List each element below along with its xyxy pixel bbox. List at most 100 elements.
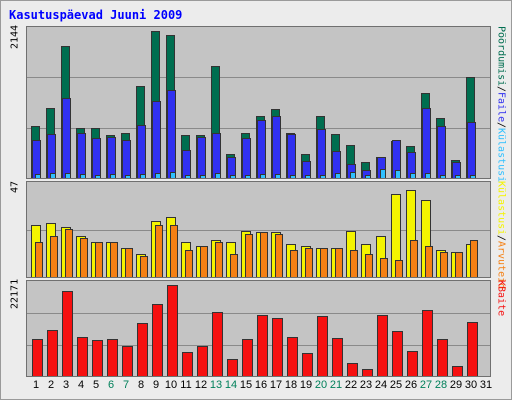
legend-part: Pöördumisi xyxy=(495,26,507,87)
bar-pages-day-16 xyxy=(257,120,266,178)
bar-files-day-22 xyxy=(350,172,356,178)
bar-files-day-16 xyxy=(260,174,266,178)
bar-pages-day-4 xyxy=(77,133,86,178)
bar-files-day-17 xyxy=(275,174,281,178)
bar-kbytes-day-11 xyxy=(182,352,193,376)
bar-pages-day-3 xyxy=(62,98,71,178)
bar-kbytes-day-9 xyxy=(152,304,163,376)
bar-kbytes-day-3 xyxy=(62,291,73,376)
bar-bytes_week_b-day-24 xyxy=(380,258,388,277)
bar-files-day-21 xyxy=(335,173,341,178)
day-label: 3 xyxy=(62,379,70,391)
bar-bytes_week_b-day-23 xyxy=(365,254,373,277)
bar-bytes_week_b-day-17 xyxy=(275,234,283,277)
bar-kbytes-day-17 xyxy=(272,318,283,376)
bar-pages-day-8 xyxy=(137,125,146,178)
day-label: 22 xyxy=(344,379,358,391)
day-label: 18 xyxy=(284,379,298,391)
bar-pages-day-9 xyxy=(152,101,161,178)
legend-part: KBaite xyxy=(495,280,507,317)
bar-visits-day-22 xyxy=(346,145,355,178)
gridline xyxy=(27,77,490,78)
bar-pages-day-17 xyxy=(272,116,281,178)
bar-bytes_week_b-day-28 xyxy=(440,252,448,277)
bar-pages-day-10 xyxy=(167,90,176,178)
bar-files-day-8 xyxy=(140,174,146,178)
bar-pages-day-2 xyxy=(47,134,56,178)
bar-files-day-11 xyxy=(185,175,191,178)
day-label: 24 xyxy=(374,379,388,391)
bar-visits-day-13 xyxy=(211,66,220,178)
bar-files-day-26 xyxy=(410,173,416,178)
bar-pages-day-27 xyxy=(422,108,431,178)
bar-bytes_week_b-day-18 xyxy=(290,250,298,277)
bar-files-day-2 xyxy=(50,173,56,178)
bar-files-day-24 xyxy=(380,169,386,178)
day-label: 12 xyxy=(194,379,208,391)
bar-files-day-6 xyxy=(110,174,116,178)
day-label: 25 xyxy=(389,379,403,391)
bar-files-day-12 xyxy=(200,175,206,178)
bar-bytes_week_b-day-2 xyxy=(50,236,58,277)
bar-kbytes-day-12 xyxy=(197,346,208,376)
bar-pages-day-20 xyxy=(317,129,326,178)
bar-bytes_week_b-day-1 xyxy=(35,242,43,277)
bar-pages-day-19 xyxy=(302,161,311,178)
bar-bytes_week_b-day-19 xyxy=(305,248,313,277)
day-label: 20 xyxy=(314,379,328,391)
bottom-panel-ymax-label: 22171 xyxy=(9,279,21,310)
bar-files-day-30 xyxy=(470,175,476,178)
bar-kbytes-day-24 xyxy=(377,315,388,376)
day-axis: 1 2 3 4 5 6 7 8 9 10 11 12 13 14 15 16 17 18 19 20 21 22 23 24 2… xyxy=(26,379,493,395)
bar-files-day-4 xyxy=(80,174,86,178)
bar-bytes_week_b-day-13 xyxy=(215,242,223,277)
bar-kbytes-day-10 xyxy=(167,285,178,376)
bar-hits-day-25 xyxy=(391,194,401,277)
bar-bytes_week_b-day-15 xyxy=(245,234,253,277)
bar-kbytes-day-21 xyxy=(332,338,343,376)
day-label: 14 xyxy=(224,379,238,391)
day-label: 8 xyxy=(137,379,145,391)
bar-kbytes-day-19 xyxy=(302,353,313,376)
chart-title: Kasutuspäevad Juuni 2009 xyxy=(9,8,183,22)
bar-bytes_week_b-day-26 xyxy=(410,240,418,277)
bar-files-day-5 xyxy=(95,175,101,178)
bar-kbytes-day-2 xyxy=(47,330,58,376)
bar-pages-day-15 xyxy=(242,138,251,178)
bar-pages-day-7 xyxy=(122,140,131,178)
bar-bytes_week_b-day-30 xyxy=(470,240,478,277)
bar-bytes_week_b-day-20 xyxy=(320,248,328,277)
bar-pages-day-21 xyxy=(332,151,341,178)
bar-files-day-9 xyxy=(155,173,161,178)
bar-bytes_week_b-day-27 xyxy=(425,246,433,277)
bar-kbytes-day-5 xyxy=(92,340,103,376)
bar-bytes_week_b-day-7 xyxy=(125,248,133,277)
bar-bytes_week_b-day-3 xyxy=(65,229,73,277)
bar-bytes_week_b-day-11 xyxy=(185,250,193,277)
bar-files-day-27 xyxy=(425,173,431,178)
day-label: 31 xyxy=(479,379,493,391)
bar-bytes_week_b-day-12 xyxy=(200,246,208,277)
bar-files-day-14 xyxy=(230,175,236,178)
gridline xyxy=(27,230,490,231)
bar-pages-day-30 xyxy=(467,122,476,178)
bar-kbytes-day-15 xyxy=(242,339,253,376)
gridline xyxy=(27,313,490,314)
bar-kbytes-day-8 xyxy=(137,323,148,376)
bar-files-day-10 xyxy=(170,172,176,178)
bar-pages-day-23 xyxy=(362,170,371,178)
day-label: 23 xyxy=(359,379,373,391)
bar-files-day-23 xyxy=(365,175,371,178)
hits-panel xyxy=(26,181,491,278)
legend-part: Külastusi xyxy=(495,181,507,236)
legend-part: Arvuteid xyxy=(495,241,507,290)
bar-bytes_week_b-day-25 xyxy=(395,260,403,277)
day-label: 5 xyxy=(92,379,100,391)
bar-bytes_week_b-day-14 xyxy=(230,254,238,277)
bar-pages-day-14 xyxy=(227,157,236,178)
day-label: 27 xyxy=(419,379,433,391)
day-label: 6 xyxy=(107,379,115,391)
bar-kbytes-day-16 xyxy=(257,315,268,376)
middle-panel-ymax-label: 47 xyxy=(9,181,21,194)
